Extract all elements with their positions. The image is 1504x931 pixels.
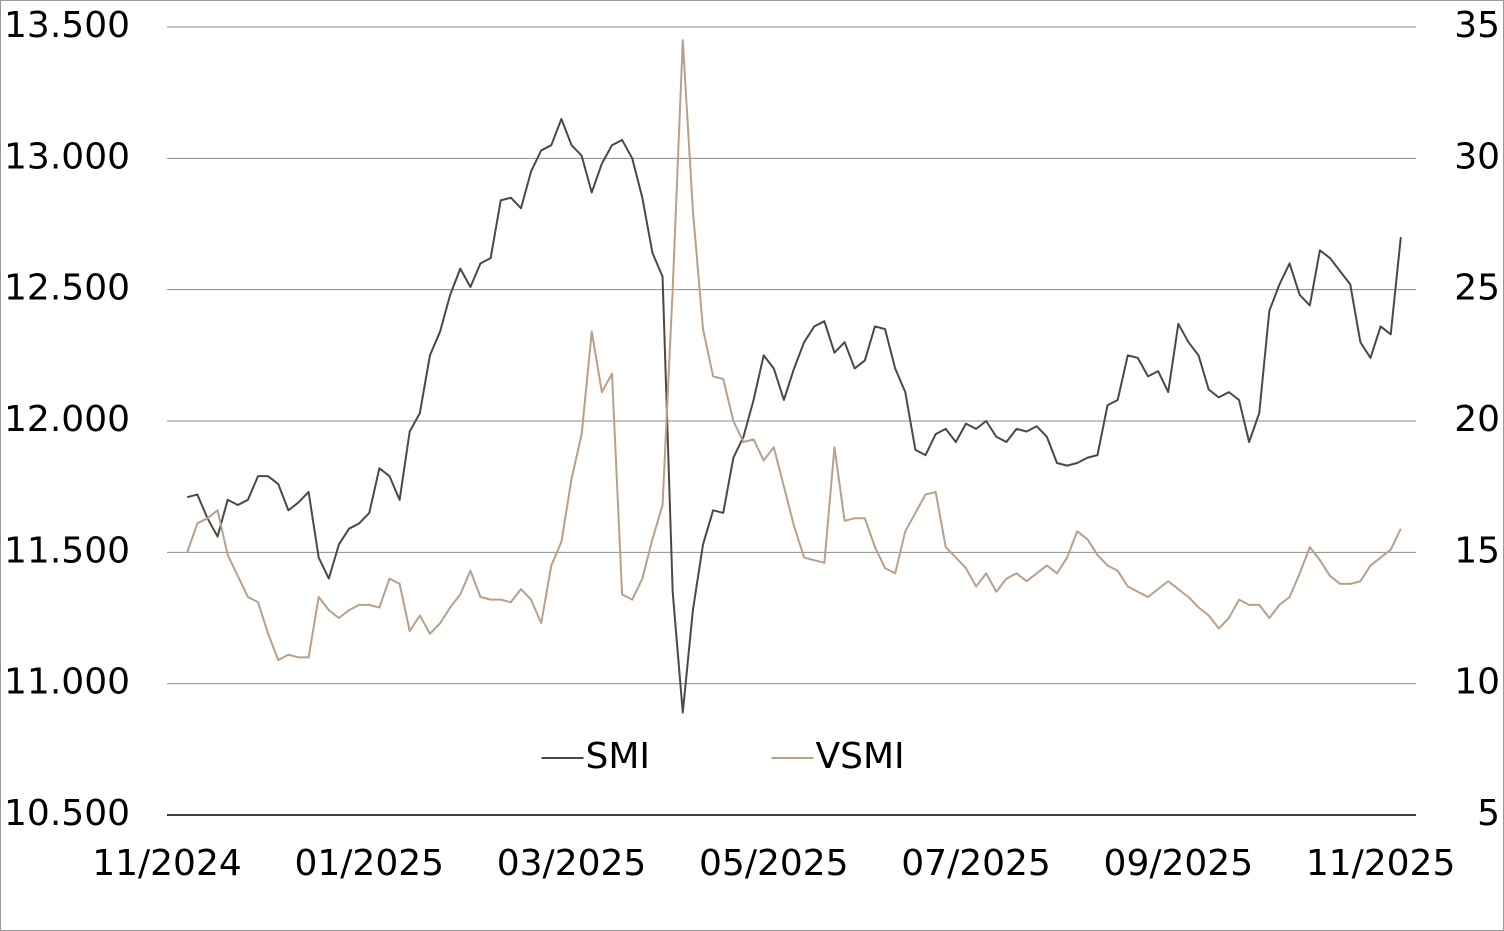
x-tick-label: 11/2024 [92,843,242,884]
x-tick-label: 09/2025 [1104,843,1254,884]
legend-label: SMI [586,736,651,777]
x-tick-label: 07/2025 [901,843,1051,884]
y-tick-label: 13.000 [4,136,130,177]
y2-tick-label: 25 [1454,268,1500,309]
y2-tick-label: 15 [1454,530,1500,571]
series-line [186,117,1402,714]
y-tick-label: 12.500 [4,268,130,309]
y-tick-label: 12.000 [4,399,130,440]
y-tick-label: 11.500 [4,530,130,571]
y2-tick-label: 35 [1454,5,1500,46]
y-tick-label: 10.500 [4,793,130,834]
x-tick-label: 05/2025 [699,843,849,884]
y-tick-label: 13.500 [4,5,130,46]
y2-tick-label: 5 [1477,793,1500,834]
x-tick-label: 11/2025 [1306,843,1456,884]
series-line [186,39,1402,662]
y2-tick-label: 30 [1454,136,1500,177]
y-tick-label: 11.000 [4,662,130,703]
x-tick-label: 03/2025 [497,843,647,884]
legend-label: VSMI [816,736,905,777]
y2-tick-label: 10 [1454,662,1500,703]
x-tick-label: 01/2025 [294,843,444,884]
y2-tick-label: 20 [1454,399,1500,440]
